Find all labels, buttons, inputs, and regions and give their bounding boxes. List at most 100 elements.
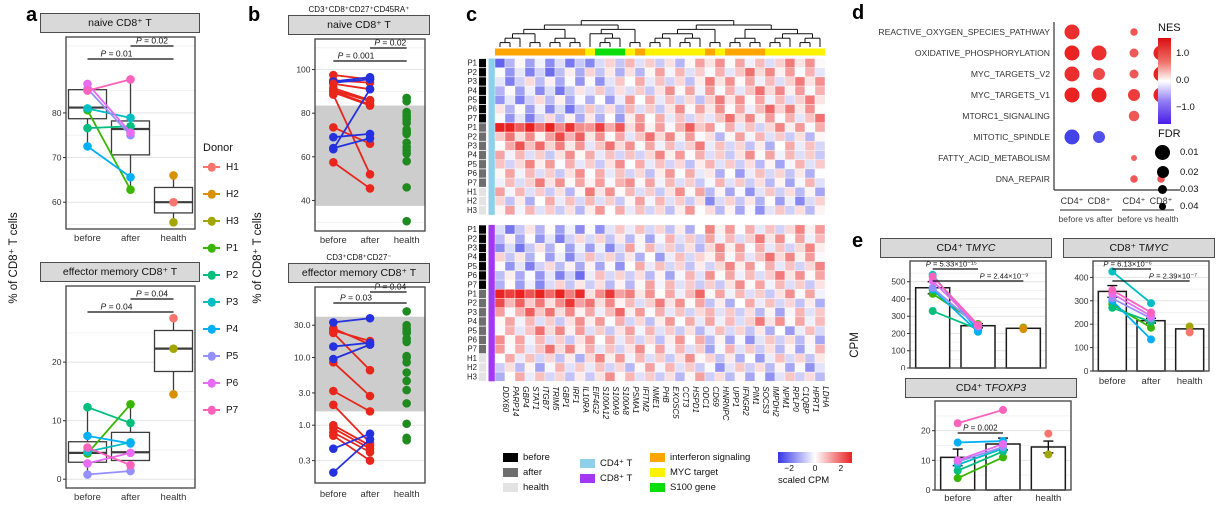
donor-legend-item: H1 (203, 160, 239, 174)
geneclass-key: interferon signaling (650, 452, 750, 463)
svg-text:C1QBP: C1QBP (801, 386, 810, 414)
svg-text:P = 0.02: P = 0.02 (136, 36, 168, 46)
svg-text:SOCS3: SOCS3 (761, 386, 770, 414)
svg-text:FATTY_ACID_METABOLISM: FATTY_ACID_METABOLISM (938, 153, 1050, 163)
fdr-legend-title: FDR (1158, 128, 1181, 140)
fdr-dot-icon (1156, 166, 1169, 178)
cd4-foxp3-barplot: P = 0.002 0 10 20 before after health (921, 400, 1072, 504)
svg-text:health: health (161, 492, 187, 503)
donor-legend-item: P5 (203, 349, 239, 363)
svg-text:S100A12: S100A12 (601, 386, 610, 419)
panel-a-label: a (26, 4, 38, 26)
svg-text:health: health (1035, 493, 1061, 504)
svg-text:health: health (394, 489, 420, 500)
svg-text:P6: P6 (467, 169, 477, 178)
svg-text:P5: P5 (467, 262, 477, 271)
svg-text:GBP4: GBP4 (521, 386, 530, 408)
svg-text:REACTIVE_OXYGEN_SPECIES_PATHWA: REACTIVE_OXYGEN_SPECIES_PATHWAY (878, 27, 1050, 37)
heatmap-group-legend: before after health (503, 452, 550, 497)
nes-ticks: 1.0 0.0 −1.0 (1176, 48, 1195, 113)
heatmap-celltype-legend: CD4⁺ T CD8⁺ T (580, 458, 632, 488)
donor-key-icon (203, 405, 220, 415)
svg-text:200: 200 (891, 328, 905, 338)
svg-text:80: 80 (301, 108, 311, 118)
svg-text:P4: P4 (467, 253, 477, 262)
svg-text:H2: H2 (467, 197, 477, 206)
fdr-key: 0.01 (1155, 145, 1199, 160)
svg-text:3.0: 3.0 (299, 388, 311, 398)
svg-text:30.0: 30.0 (294, 320, 311, 330)
heatmap-geneclass-legend: interferon signaling MYC target S100 gene (650, 452, 750, 497)
svg-text:ODC1: ODC1 (701, 386, 710, 408)
svg-text:H1: H1 (467, 188, 477, 197)
svg-text:P7: P7 (467, 345, 477, 354)
group-key-swatch (503, 453, 518, 462)
svg-text:P5: P5 (467, 96, 477, 105)
svg-text:CD4⁺: CD4⁺ (1061, 196, 1084, 206)
svg-text:60: 60 (52, 197, 62, 207)
celltype-key-swatch (580, 459, 595, 468)
svg-text:P2: P2 (467, 234, 477, 243)
donor-legend-items: H1 H2 H3 P1 P2 P3 P4 P5 P6 P7 (203, 160, 239, 417)
svg-text:CD8⁺: CD8⁺ (1150, 196, 1173, 206)
svg-text:P7: P7 (467, 178, 477, 187)
svg-text:P6: P6 (467, 271, 477, 280)
donor-legend-item: P1 (203, 241, 239, 255)
donor-legend-item: P4 (203, 322, 239, 336)
svg-text:P = 2.44×10⁻⁹: P = 2.44×10⁻⁹ (980, 272, 1029, 281)
svg-text:100: 100 (1074, 343, 1088, 353)
celltype-key-swatch (580, 474, 595, 483)
svg-text:0: 0 (926, 485, 931, 495)
svg-text:P6: P6 (467, 336, 477, 345)
svg-text:CCT3: CCT3 (681, 386, 690, 407)
svg-text:200: 200 (1074, 319, 1088, 329)
panel-e-cd4-foxp3-plot: CD4⁺ T FOXP3 P = 0.002 0 10 20 before after he… (905, 378, 1077, 505)
svg-text:P = 0.02: P = 0.02 (374, 38, 406, 48)
donor-legend-item: P2 (203, 268, 239, 282)
svg-text:MITOTIC_SPINDLE: MITOTIC_SPINDLE (973, 132, 1050, 142)
fdr-key: 0.03 (1158, 184, 1199, 195)
svg-text:IFNGR2: IFNGR2 (741, 386, 750, 416)
svg-text:after: after (121, 492, 140, 503)
flow-gate-subtitle: CD3⁺CD8⁺CD27⁻ (326, 253, 392, 262)
svg-text:S100A9: S100A9 (611, 386, 620, 415)
cpm-scale-label: scaled CPM (778, 475, 830, 486)
svg-text:after: after (121, 233, 140, 244)
donor-label: P7 (226, 404, 239, 416)
svg-text:P = 0.001: P = 0.001 (338, 51, 375, 61)
svg-text:health: health (394, 235, 420, 246)
panel-d-label: d (852, 2, 865, 24)
svg-text:P3: P3 (467, 308, 477, 317)
svg-text:TRIM5: TRIM5 (551, 386, 560, 411)
svg-text:10: 10 (921, 455, 931, 465)
svg-text:300: 300 (891, 311, 905, 321)
fdr-legend-items: 0.01 0.02 0.03 0.04 (1155, 145, 1199, 212)
donor-key-icon (203, 243, 220, 253)
svg-text:NPM1: NPM1 (781, 386, 790, 408)
plot-title-strip: naive CD8⁺ T (288, 15, 430, 35)
panel-b-naive-plot: CD3⁺CD8⁺CD27⁺CD45RA⁺ naive CD8⁺ T P = 0.… (288, 4, 430, 247)
nes-legend-title: NES (1158, 22, 1181, 34)
geneclass-key-swatch (650, 483, 665, 492)
svg-text:70: 70 (52, 153, 62, 163)
svg-text:P1: P1 (467, 225, 477, 234)
cd4-myc-barplot: P = 5.33×10⁻¹⁵P = 2.44×10⁻⁹ 0 100 200 300 400… (891, 260, 1047, 370)
svg-text:after: after (360, 235, 379, 246)
svg-text:before: before (944, 493, 971, 504)
svg-text:MYC_TARGETS_V2: MYC_TARGETS_V2 (971, 69, 1050, 79)
cpm-gradient-bar (778, 452, 852, 463)
donor-legend-item: P7 (203, 403, 239, 417)
plot-title-strip: CD4⁺ T FOXP3 (905, 378, 1077, 398)
svg-text:20: 20 (921, 426, 931, 436)
svg-text:PHB: PHB (661, 386, 670, 403)
svg-text:GBP1: GBP1 (561, 386, 570, 407)
svg-text:after: after (1141, 376, 1160, 387)
panel-e-cd8-myc-plot: CD8⁺ T MYC P = 6.13×10⁻⁶ P = 2.39×10⁻⁷ 0 10… (1063, 238, 1215, 388)
svg-text:0: 0 (57, 474, 62, 484)
svg-text:P3: P3 (467, 244, 477, 253)
flow-gate-subtitle: CD3⁺CD8⁺CD27⁺CD45RA⁺ (308, 5, 410, 14)
geneclass-key-swatch (650, 453, 665, 462)
svg-text:IMPDH2: IMPDH2 (771, 386, 780, 417)
svg-text:P2: P2 (467, 299, 477, 308)
